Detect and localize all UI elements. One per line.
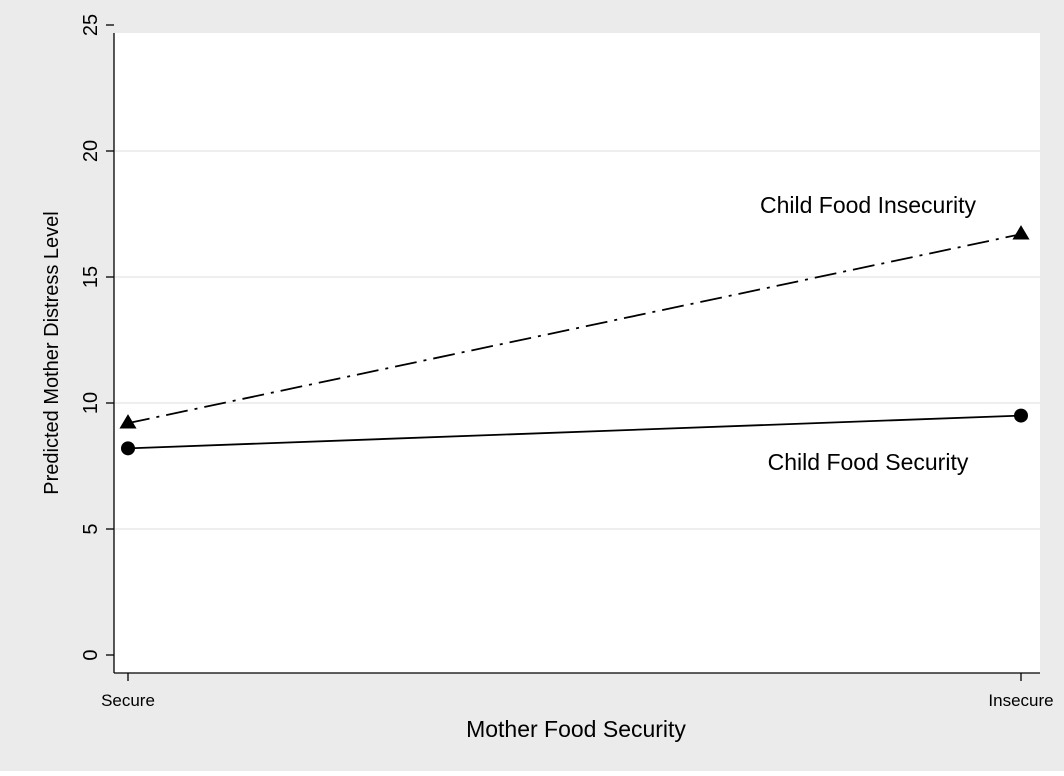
x-tick-label: Secure <box>101 691 155 710</box>
y-axis-title: Predicted Mother Distress Level <box>41 211 63 494</box>
circle-marker <box>1014 408 1028 423</box>
y-tick-label: 15 <box>80 266 102 288</box>
y-tick-label: 25 <box>80 14 102 36</box>
series-label: Child Food Security <box>768 449 969 475</box>
circle-marker <box>121 441 135 456</box>
triangle-marker <box>1012 225 1030 240</box>
gridlines <box>115 150 1040 530</box>
triangle-marker <box>119 414 137 429</box>
y-tick-label: 10 <box>80 392 102 414</box>
x-axis-title: Mother Food Security <box>466 716 686 742</box>
series-label: Child Food Insecurity <box>760 192 977 218</box>
y-tick-label: 5 <box>80 523 102 534</box>
series-lines <box>119 225 1030 456</box>
series-labels: Child Food Insecurity Child Food Security <box>760 192 977 475</box>
x-tick-label: Insecure <box>988 691 1053 710</box>
y-tick-label: 20 <box>80 140 102 162</box>
y-tick-label: 0 <box>80 649 102 660</box>
axes: 0 5 10 15 20 25 Secure Insecure <box>80 14 1054 710</box>
plot-area <box>114 33 1040 673</box>
series-line <box>127 414 1022 450</box>
series-line <box>127 233 1022 425</box>
